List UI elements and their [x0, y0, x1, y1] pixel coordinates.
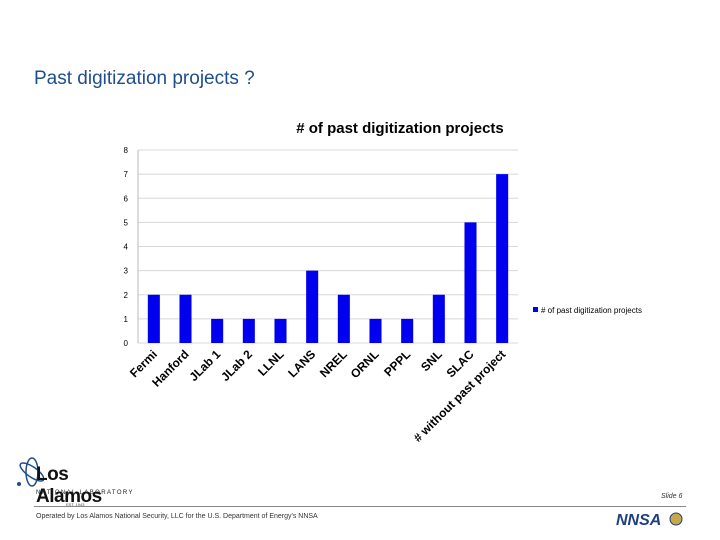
bar: [401, 318, 414, 343]
footer-divider: [34, 506, 686, 507]
x-tick-label: NREL: [317, 347, 350, 380]
bar: [432, 294, 445, 343]
y-tick-label: 0: [124, 339, 129, 348]
bar-series: [147, 174, 509, 343]
x-tick-label: JLab 1: [187, 347, 224, 384]
bar: [274, 318, 287, 343]
y-tick-label: 2: [124, 291, 129, 300]
y-tick-label: 1: [124, 315, 129, 324]
lanl-est: EST. 1943: [66, 502, 85, 507]
legend: # of past digitization projects: [533, 306, 642, 315]
slide-title: Past digitization projects ?: [34, 68, 255, 89]
x-tick-label: LANS: [285, 347, 318, 380]
legend-label: # of past digitization projects: [541, 306, 642, 315]
y-tick-label: 7: [124, 170, 129, 179]
chart-title: # of past digitization projects: [296, 120, 504, 137]
bar: [369, 318, 382, 343]
lanl-subtitle: NATIONAL LABORATORY: [36, 490, 134, 496]
bar: [306, 270, 319, 343]
y-tick-label: 5: [124, 218, 129, 227]
los-alamos-logo: Los Alamos NATIONAL LABORATORY EST. 1943: [14, 454, 134, 510]
bar: [147, 294, 160, 343]
bar: [464, 222, 477, 343]
x-tick-label: JLab 2: [218, 347, 255, 384]
atom-icon: [17, 457, 44, 487]
bar: [242, 318, 255, 343]
x-tick-label: LLNL: [255, 347, 287, 379]
gridlines: [137, 149, 518, 344]
y-axis: 0 1 2 3 4 5 6 7 8: [124, 146, 129, 348]
y-tick-label: 4: [124, 243, 129, 252]
legend-swatch: [533, 307, 538, 312]
y-tick-label: 6: [124, 194, 129, 203]
nnsa-text: NNSA: [616, 512, 661, 529]
bar: [496, 174, 509, 343]
x-tick-label: SNL: [418, 347, 445, 374]
x-tick-label: ORNL: [348, 347, 382, 381]
y-tick-label: 8: [124, 146, 129, 155]
bar: [337, 294, 350, 343]
footer-text: Operated by Los Alamos National Security…: [36, 513, 318, 520]
x-tick-label: PPPL: [381, 347, 413, 379]
slide-number: Slide 6: [661, 493, 683, 500]
lanl-name: Los Alamos: [36, 464, 102, 507]
bar: [179, 294, 192, 343]
bar: [211, 318, 224, 343]
y-tick-label: 3: [124, 267, 129, 276]
nnsa-logo: NNSA: [616, 512, 683, 529]
